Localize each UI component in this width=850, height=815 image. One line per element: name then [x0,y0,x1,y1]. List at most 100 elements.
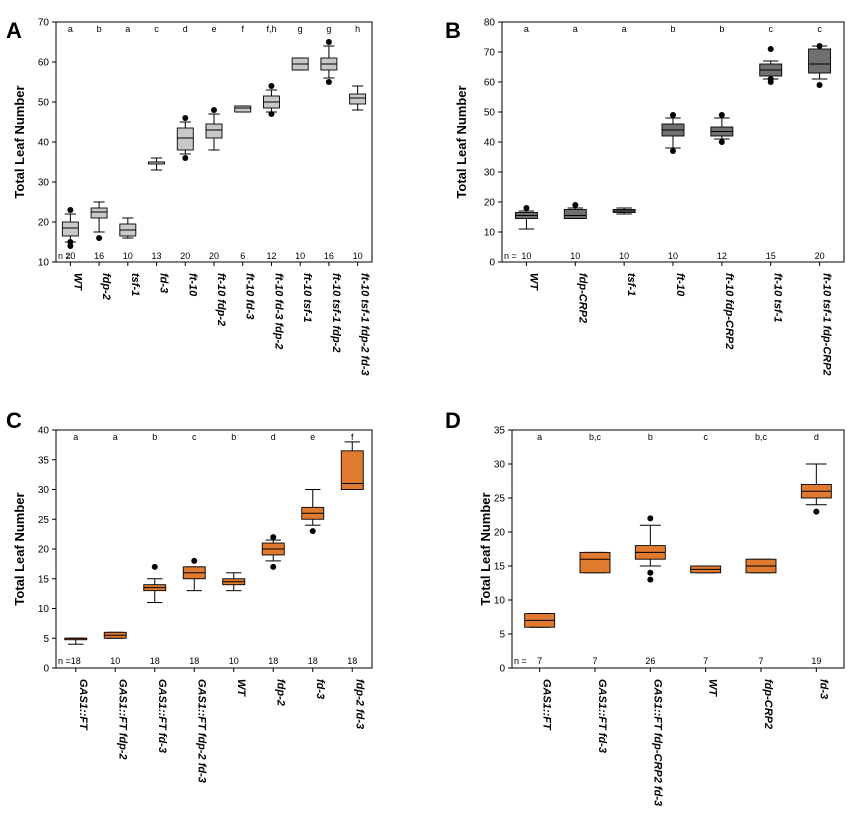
significance-letter: c [817,24,822,34]
significance-letter: a [73,432,78,442]
category-label: fd-3 [817,679,829,699]
y-tick-label: 5 [499,630,505,641]
category-label: fdp-CRP2 [576,273,588,323]
box [800,483,832,499]
y-tick-label: 60 [38,58,50,69]
category-label: GAS1::FT fdp-2 fd-3 [195,679,207,783]
n-value: 18 [189,656,199,666]
category-label: GAS1::FT fdp-CRP2 fd-3 [651,679,663,806]
outlier-point [816,82,823,88]
y-tick-label: 50 [38,98,50,109]
category-label: WT [707,679,719,697]
plot-frame [501,21,845,263]
outlier-point [67,207,74,213]
outlier-point [718,112,725,118]
n-value: 7 [758,656,763,666]
significance-letter: a [537,432,542,442]
box [563,209,587,219]
category-label: GAS1::FT fdp-2 [116,679,128,760]
outlier-point [67,243,74,249]
n-value: 18 [71,656,81,666]
significance-letter: c [768,24,773,34]
box [759,63,783,77]
significance-letter: f,h [266,24,276,34]
box [301,506,325,520]
box [61,221,79,237]
category-label: ft-10 tsf-1 fdp-2 [330,273,342,352]
n-value: 7 [703,656,708,666]
y-tick-label: 0 [43,664,49,675]
outlier-point [767,79,774,85]
box [143,584,167,592]
outlier-point [816,43,823,49]
box [119,223,137,237]
category-label: ft-10 tsf-1 fdp-CRP2 [821,273,833,376]
n-value: 10 [123,251,133,261]
n-value: 12 [266,251,276,261]
significance-letter: b [152,432,157,442]
n-value: 16 [94,251,104,261]
box [291,57,309,71]
y-axis-label: Total Leaf Number [478,492,493,605]
significance-letter: a [622,24,627,34]
y-axis-label: Total Leaf Number [12,492,27,605]
y-tick-label: 30 [494,460,506,471]
outlier-point [325,79,332,85]
outlier-point [270,534,277,541]
category-label: ft-10 [186,273,198,297]
box [612,209,636,213]
n-label: n = [514,656,527,666]
significance-letter: a [573,24,578,34]
n-value: 12 [717,251,727,261]
panel-label: B [445,18,461,43]
category-label: WT [71,273,83,291]
y-axis-label: Total Leaf Number [12,85,27,198]
box [182,566,206,580]
plot-frame [55,429,373,669]
y-tick-label: 0 [499,664,505,675]
y-tick-label: 20 [494,528,506,539]
outlier-point [67,239,74,245]
box [263,95,280,109]
n-value: 10 [229,656,239,666]
outlier-point [718,139,725,145]
category-label: ft-10 fd-3 [244,273,256,319]
outlier-point [523,205,530,211]
n-value: 20 [209,251,219,261]
category-label: ft-10 fdp-CRP2 [723,273,735,349]
box [234,105,252,113]
box [634,545,666,560]
y-tick-label: 0 [489,258,495,269]
y-tick-label: 70 [484,48,496,59]
significance-letter: h [355,24,360,34]
outlier-point [182,115,189,121]
y-tick-label: 10 [484,228,496,239]
n-value: 10 [110,656,120,666]
significance-letter: a [125,24,130,34]
n-label: n = [58,251,71,261]
y-tick-label: 40 [38,426,50,437]
n-value: 19 [811,656,821,666]
panel-label: A [6,18,22,43]
y-tick-label: 15 [494,562,506,573]
outlier-point [151,563,158,570]
significance-letter: d [271,432,276,442]
y-axis-label: Total Leaf Number [454,85,469,198]
y-tick-label: 80 [484,18,496,29]
y-tick-label: 40 [38,138,50,149]
box [340,450,364,490]
box [745,558,777,574]
significance-letter: d [814,432,819,442]
significance-letter: g [326,24,331,34]
outlier-point [647,515,654,522]
box [222,578,246,586]
outlier-point [647,569,654,576]
significance-letter: c [703,432,708,442]
outlier-point [767,76,774,82]
n-value: 18 [347,656,357,666]
panel-label: D [445,408,461,433]
significance-letter: a [113,432,118,442]
outlier-point [268,83,275,89]
significance-letter: b [648,432,653,442]
